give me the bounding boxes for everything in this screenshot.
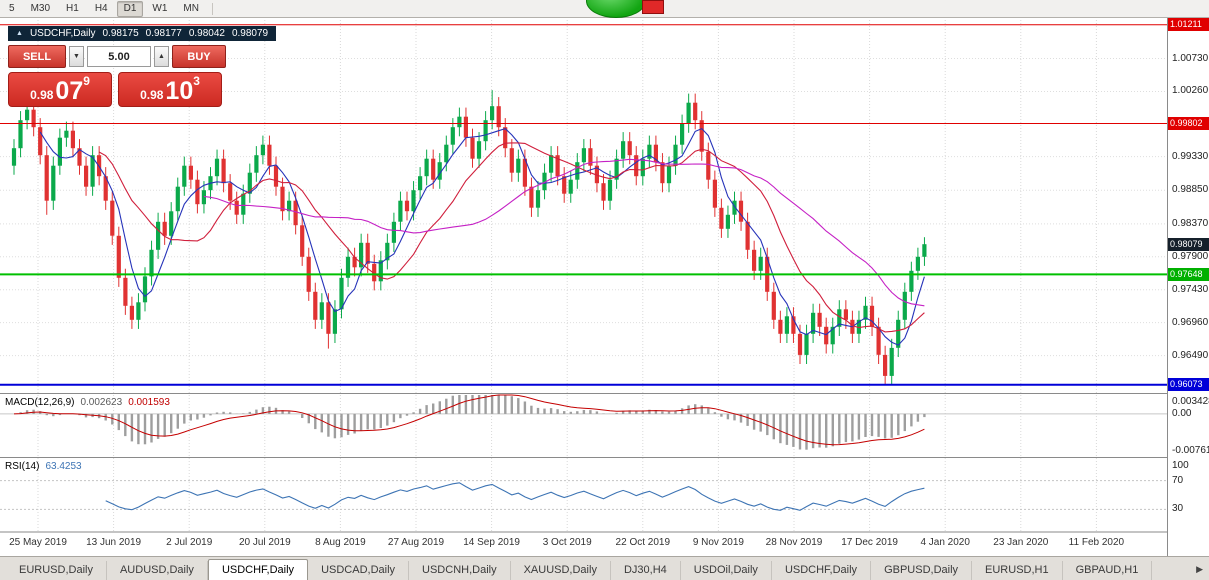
date-axis-label: 11 Feb 2020 xyxy=(1068,537,1125,548)
date-axis-label: 2 Jul 2019 xyxy=(166,537,213,548)
price-axis-label: 1.00260 xyxy=(1172,85,1209,97)
date-axis-label: 20 Jul 2019 xyxy=(238,537,291,548)
open-value: 0.98175 xyxy=(102,28,139,39)
chart-tab-USDCAD-Daily[interactable]: USDCAD,Daily xyxy=(308,561,410,580)
chart-tab-USDOil-Daily[interactable]: USDOil,Daily xyxy=(681,561,772,580)
chart-area[interactable]: ▲ USDCHF,Daily 0.98175 0.98177 0.98042 0… xyxy=(0,18,1209,556)
chart-tab-USDCNH-Daily[interactable]: USDCNH,Daily xyxy=(409,561,511,580)
date-axis-label: 28 Nov 2019 xyxy=(765,537,823,548)
price-axis: 1.00730 1.00260 0.99330 0.98850 0.98370 0.979… xyxy=(1167,18,1209,556)
timeframe-button-W1[interactable]: W1 xyxy=(152,2,168,14)
close-value: 0.98079 xyxy=(231,28,269,39)
rsi-value: 63.4253 xyxy=(45,461,82,472)
date-axis-label: 17 Dec 2019 xyxy=(841,537,898,548)
date-axis-label: 27 Aug 2019 xyxy=(387,537,445,548)
volume-input[interactable]: 5.00 xyxy=(87,46,151,67)
low-value: 0.98042 xyxy=(188,28,225,39)
date-axis-label: 22 Oct 2019 xyxy=(615,537,671,548)
date-axis-label: 14 Sep 2019 xyxy=(463,537,520,548)
ohlc-info-bar: ▲ USDCHF,Daily 0.98175 0.98177 0.98042 0… xyxy=(8,26,277,41)
price-axis-label: 0.96490 xyxy=(1172,349,1209,361)
timeframe-button-D1[interactable]: D1 xyxy=(116,0,144,17)
chart-tab-DJ30-H4[interactable]: DJ30,H4 xyxy=(611,561,681,580)
date-axis-label: 8 Aug 2019 xyxy=(315,537,366,548)
price-axis-label: 0.98370 xyxy=(1172,217,1209,229)
chart-tab-GBPAUD-H1[interactable]: GBPAUD,H1 xyxy=(1063,561,1153,580)
red-box-decor xyxy=(642,0,664,14)
timeframe-button-partial[interactable]: 5 xyxy=(9,2,15,14)
macd-axis-zero: 0.00 xyxy=(1172,407,1192,419)
macd-main-value: 0.002623 xyxy=(80,397,123,408)
price-axis-label: 0.99330 xyxy=(1172,150,1209,162)
price-axis-label: 0.98850 xyxy=(1172,184,1209,196)
sell-button[interactable]: SELL xyxy=(8,45,66,68)
timeframe-button-H1[interactable]: H1 xyxy=(66,2,79,14)
timeframe-button-MN[interactable]: MN xyxy=(183,2,199,14)
sell-price-box[interactable]: 0.98 07 9 xyxy=(8,72,112,107)
price-badge-0.96073: 0.96073 xyxy=(1168,378,1209,392)
chevron-up-icon: ▲ xyxy=(158,53,165,60)
one-click-trading-panel: SELL ▼ 5.00 ▲ BUY 0.98 07 9 0.98 10 3 xyxy=(8,45,228,107)
date-axis-label: 3 Oct 2019 xyxy=(542,537,592,548)
toolbar-separator xyxy=(211,2,213,15)
chevron-down-icon: ▼ xyxy=(73,53,80,60)
sell-price-point: 9 xyxy=(83,74,90,88)
rsi-axis-30: 30 xyxy=(1172,503,1184,515)
date-axis-label: 13 Jun 2019 xyxy=(86,537,142,548)
price-badge-0.98079: 0.98079 xyxy=(1168,237,1209,251)
date-axis-label: 25 May 2019 xyxy=(9,537,67,548)
sell-price-base: 0.98 xyxy=(30,88,54,102)
tabs-scroll-right-icon[interactable]: ▶ xyxy=(1196,564,1203,574)
rsi-axis-70: 70 xyxy=(1172,474,1184,486)
macd-name: MACD(12,26,9) xyxy=(5,397,75,408)
price-axis-label: 0.97900 xyxy=(1172,250,1209,262)
chart-tab-USDCHF-Daily[interactable]: USDCHF,Daily xyxy=(772,561,872,580)
price-badge-1.01211: 1.01211 xyxy=(1168,18,1209,32)
chart-tab-XAUUSD-Daily[interactable]: XAUUSD,Daily xyxy=(511,561,611,580)
buy-price-box[interactable]: 0.98 10 3 xyxy=(118,72,222,107)
high-value: 0.98177 xyxy=(145,28,182,39)
date-axis-label: 9 Nov 2019 xyxy=(692,537,744,548)
volume-increase-button[interactable]: ▲ xyxy=(154,46,169,67)
chart-tab-GBPUSD-Daily[interactable]: GBPUSD,Daily xyxy=(871,561,973,580)
price-badge-0.97648: 0.97648 xyxy=(1168,267,1209,281)
sell-price-pips: 07 xyxy=(55,77,84,105)
rsi-label: RSI(14) 63.4253 xyxy=(5,461,82,472)
date-axis-label: 4 Jan 2020 xyxy=(920,537,970,548)
chart-tab-USDCHF-Daily[interactable]: USDCHF,Daily xyxy=(207,559,309,580)
macd-axis-max: 0.003428 xyxy=(1172,396,1209,407)
buy-button[interactable]: BUY xyxy=(172,45,226,68)
rsi-axis-100: 100 xyxy=(1172,460,1189,471)
macd-signal-value: 0.001593 xyxy=(128,397,170,408)
macd-axis-min: -0.007615 xyxy=(1172,445,1209,456)
chart-tab-EURUSD-Daily[interactable]: EURUSD,Daily xyxy=(6,561,107,580)
timeframe-button-M30[interactable]: M30 xyxy=(30,2,51,14)
symbol-period-label: USDCHF,Daily xyxy=(29,28,96,39)
collapse-panel-icon[interactable]: ▲ xyxy=(16,30,23,37)
buy-price-base: 0.98 xyxy=(140,88,164,102)
date-axis-label: 23 Jan 2020 xyxy=(993,537,1049,548)
buy-price-pips: 10 xyxy=(165,77,194,105)
date-axis: 25 May 2019 13 Jun 2019 2 Jul 2019 20 Jul 2… xyxy=(0,533,1167,556)
rsi-name: RSI(14) xyxy=(5,461,40,472)
timeframe-button-H4[interactable]: H4 xyxy=(94,2,108,14)
price-axis-label: 0.96960 xyxy=(1172,316,1209,328)
volume-decrease-button[interactable]: ▼ xyxy=(69,46,84,67)
chart-canvas[interactable] xyxy=(0,18,1167,539)
price-axis-label: 1.00730 xyxy=(1172,52,1209,64)
macd-label: MACD(12,26,9) 0.002623 0.001593 xyxy=(5,397,170,408)
price-badge-0.99802: 0.99802 xyxy=(1168,117,1209,131)
price-axis-label: 0.97430 xyxy=(1172,283,1209,295)
price-chart-svg[interactable] xyxy=(0,18,1167,534)
chart-tab-bar: EURUSD,Daily AUDUSD,Daily USDCHF,Daily USDC… xyxy=(0,556,1209,580)
chart-tab-EURUSD-H1[interactable]: EURUSD,H1 xyxy=(972,561,1063,580)
buy-price-point: 3 xyxy=(193,74,200,88)
chart-tab-AUDUSD-Daily[interactable]: AUDUSD,Daily xyxy=(107,561,208,580)
timeframe-button-group: M30 H1 H4 D1 W1 MN xyxy=(24,0,206,17)
